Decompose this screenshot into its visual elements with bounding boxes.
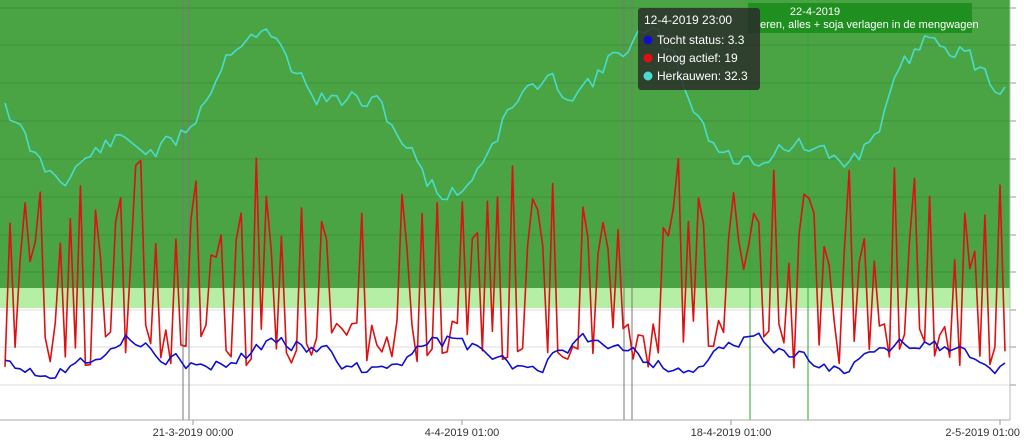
tooltip-item: Herkauwen: 32.3 (657, 69, 748, 83)
band-light-green-zone (0, 288, 1010, 308)
band-green-zone (0, 0, 1010, 288)
tooltip: 12-4-2019 23:00 Tocht status: 3.3 Hoog ac… (638, 8, 760, 90)
tooltip-title: 12-4-2019 23:00 (644, 13, 732, 27)
tooltip-item: Hoog actief: 19 (657, 51, 738, 65)
series-line (4, 26, 1006, 201)
series-group (4, 26, 1006, 380)
series-line (4, 332, 1006, 380)
annotation-text: eren, alles + soja verlagen in de mengwa… (760, 19, 979, 31)
tooltip-legend-dot (643, 71, 653, 81)
grid-lines (0, 0, 1016, 420)
x-tick-label: 21-3-2019 00:00 (153, 427, 234, 439)
annotation: 22-4-2019 eren, alles + soja verlagen in… (748, 3, 979, 33)
tooltip-item: Tocht status: 3.3 (657, 33, 745, 47)
x-axis: 21-3-2019 00:00 4-4-2019 01:00 18-4-2019 0… (0, 419, 1020, 439)
x-tick-label: 18-4-2019 01:00 (691, 427, 772, 439)
annotation-box (748, 3, 972, 33)
annotation-date: 22-4-2019 (790, 6, 840, 18)
tooltip-items: Tocht status: 3.3 Hoog actief: 19 Herkauwe… (643, 33, 748, 83)
x-tick-label: 4-4-2019 01:00 (425, 427, 500, 439)
tooltip-legend-dot (643, 35, 653, 45)
tooltip-legend-dot (643, 53, 653, 63)
x-tick-label: 2-5-2019 01:00 (945, 427, 1020, 439)
band-white-zone (0, 308, 1010, 420)
tooltip-box (638, 8, 760, 90)
